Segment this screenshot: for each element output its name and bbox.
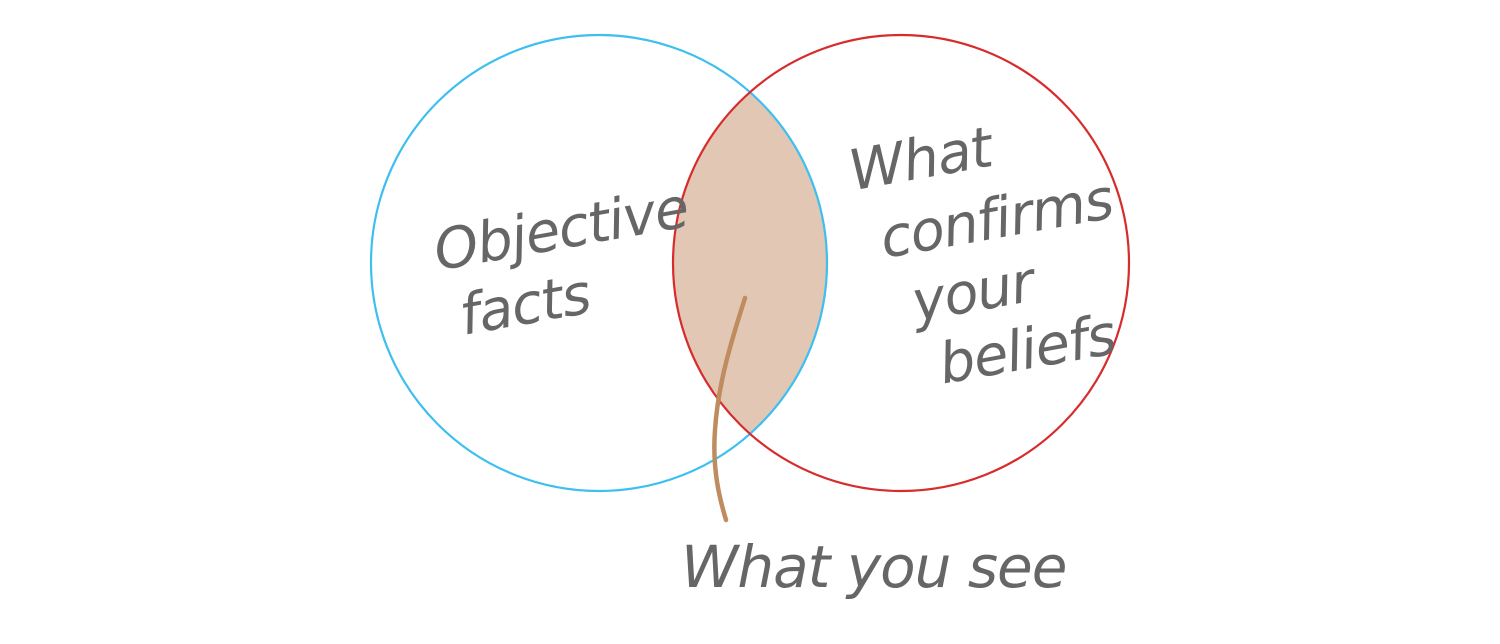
intersection-label: What you see: [681, 533, 1066, 601]
beliefs-circle: [671, 33, 1131, 493]
intersection-region: [673, 35, 827, 491]
objective-facts-circle: [369, 33, 829, 493]
pointer-line: [712, 295, 748, 523]
